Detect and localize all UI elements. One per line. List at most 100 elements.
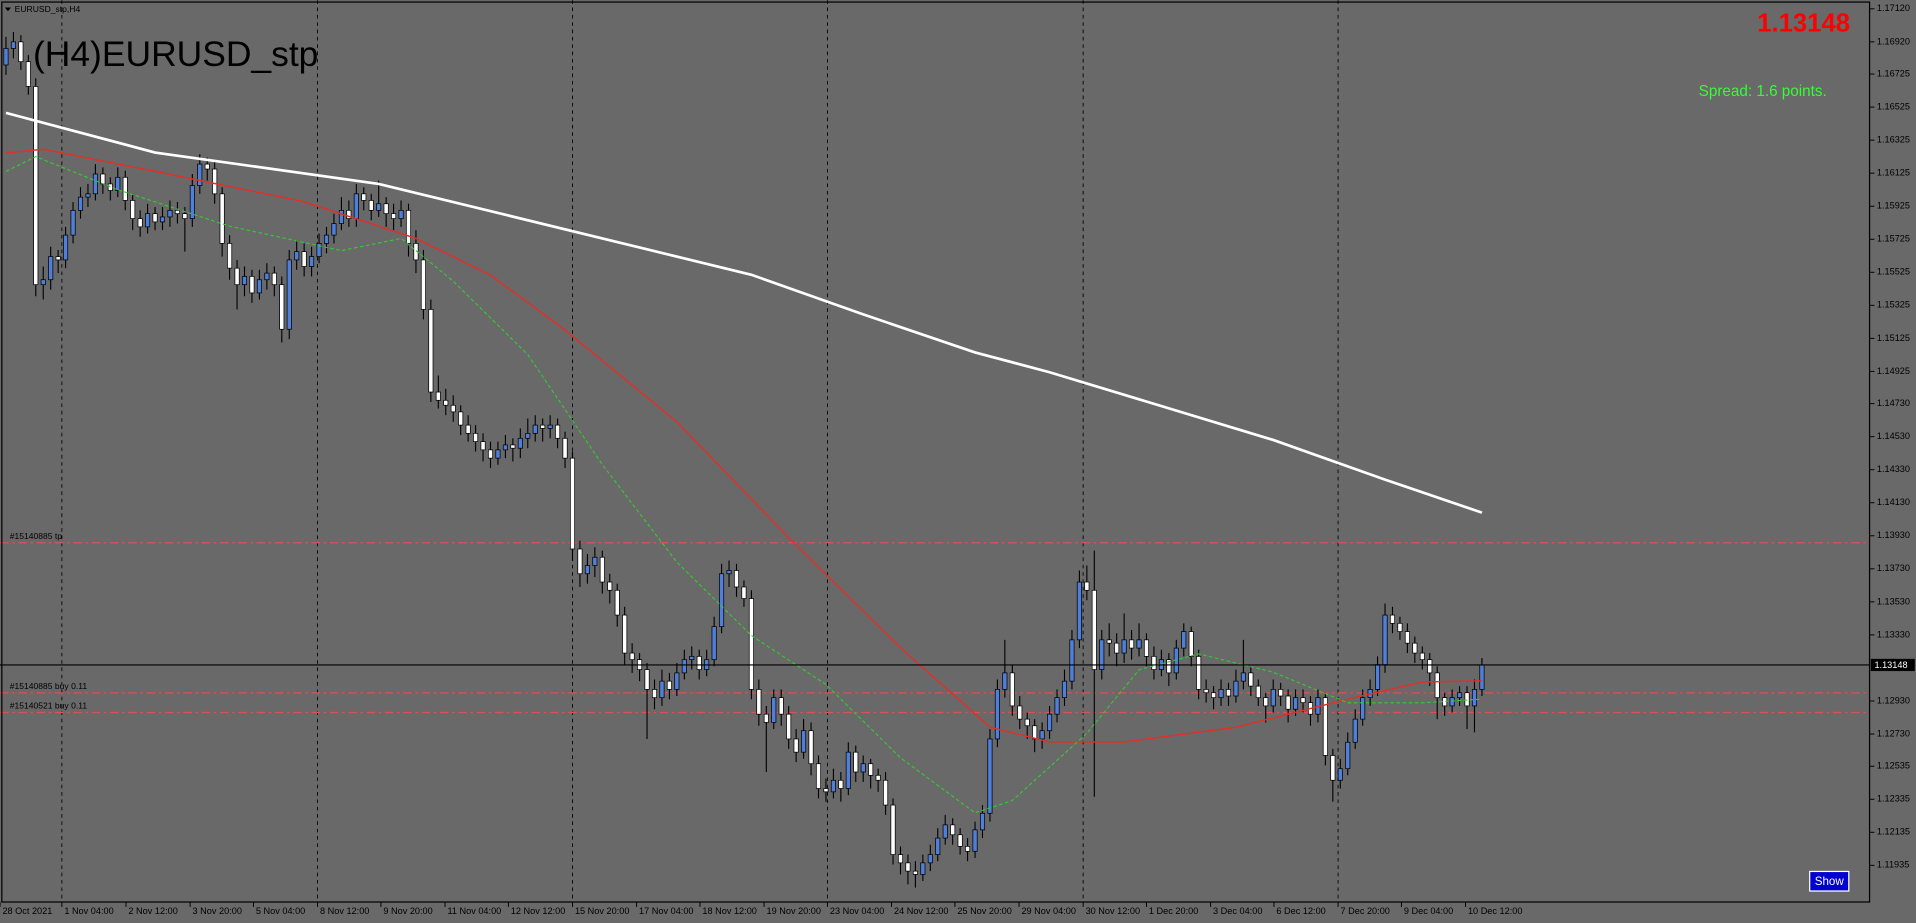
y-tick-label: 1.16725 xyxy=(1877,68,1910,78)
show-button-box[interactable] xyxy=(1809,870,1850,892)
candle-body xyxy=(316,243,322,257)
candle-body xyxy=(1099,639,1105,670)
candle-body xyxy=(301,251,307,267)
candle-body xyxy=(48,256,54,281)
candle-body xyxy=(1255,685,1261,699)
candle-body xyxy=(1278,689,1284,697)
candle-body xyxy=(860,763,866,773)
candle-body xyxy=(1181,631,1187,649)
candle-body xyxy=(741,586,747,599)
candle-body xyxy=(130,200,136,219)
candle-body xyxy=(1188,631,1194,657)
candle-body xyxy=(70,209,76,236)
y-tick-label: 1.14925 xyxy=(1877,366,1910,376)
y-tick-label: 1.12135 xyxy=(1877,827,1910,837)
x-tick-label: 1 Nov 04:00 xyxy=(64,906,113,916)
candle-body xyxy=(979,812,986,831)
candle-body xyxy=(182,213,188,219)
candle-body xyxy=(1225,689,1232,697)
x-tick-label: 23 Nov 04:00 xyxy=(830,906,884,916)
candle-body xyxy=(1479,664,1485,690)
candle-body xyxy=(592,556,598,566)
candle-body xyxy=(883,779,889,806)
show-button-label[interactable]: Show xyxy=(1815,875,1845,888)
order-label: #15140885 buy 0.11 xyxy=(10,681,88,691)
candle-body xyxy=(644,669,650,690)
candle-body xyxy=(100,173,106,185)
y-tick-label: 1.13330 xyxy=(1877,629,1910,639)
candle-body xyxy=(1427,659,1433,674)
candle-body xyxy=(1382,614,1388,665)
candle-body xyxy=(107,183,113,191)
x-tick-label: 6 Dec 12:00 xyxy=(1276,906,1325,916)
x-tick-label: 1 Dec 20:00 xyxy=(1149,906,1198,916)
y-tick-label: 1.15125 xyxy=(1877,333,1910,343)
x-tick-label: 25 Nov 20:00 xyxy=(957,906,1011,916)
candle-body xyxy=(1412,642,1418,654)
candle-body xyxy=(338,209,344,224)
candle-body xyxy=(1166,659,1172,674)
candle-body xyxy=(1285,695,1291,710)
candle-body xyxy=(1143,639,1150,657)
window-title: EURUSD_stp,H4 xyxy=(15,4,81,14)
candle-body xyxy=(55,256,61,261)
candle-body xyxy=(1457,692,1463,699)
candle-body xyxy=(1293,697,1299,710)
window-menu-icon[interactable] xyxy=(4,7,11,12)
candle-body xyxy=(1300,697,1306,703)
candle-body xyxy=(510,444,516,449)
candle-body xyxy=(204,163,210,170)
candle-body xyxy=(696,655,702,670)
candle-body xyxy=(264,272,270,281)
candle-body xyxy=(428,309,434,393)
candle-body xyxy=(405,209,412,244)
candle-body xyxy=(890,804,896,855)
candle-body xyxy=(763,713,769,723)
y-tick-label: 1.15925 xyxy=(1877,201,1910,211)
candle-body xyxy=(197,163,203,186)
candle-body xyxy=(1330,755,1336,781)
candle-body xyxy=(942,824,948,839)
candle-body xyxy=(517,437,523,449)
candle-body xyxy=(540,424,546,429)
candle-body xyxy=(1061,680,1068,699)
x-tick-label: 17 Nov 04:00 xyxy=(639,906,693,916)
candle-body xyxy=(793,738,799,753)
candle-body xyxy=(323,234,330,244)
candle-body xyxy=(1360,697,1366,720)
candle-body xyxy=(1471,689,1478,707)
spread-info: Spread: 1.6 points. xyxy=(1699,83,1827,100)
candle-body xyxy=(487,449,494,459)
candle-body xyxy=(681,659,687,674)
candle-body xyxy=(1106,639,1112,644)
y-tick-label: 1.12535 xyxy=(1877,761,1910,771)
candle-body xyxy=(420,259,426,310)
candle-body xyxy=(823,788,829,793)
y-tick-label: 1.15725 xyxy=(1877,234,1910,244)
x-tick-label: 15 Nov 20:00 xyxy=(575,906,629,916)
candle-body xyxy=(599,556,605,583)
candle-body xyxy=(189,185,195,219)
candle-body xyxy=(1337,768,1343,781)
candle-body xyxy=(435,391,441,401)
candle-body xyxy=(815,763,822,789)
y-tick-label: 1.16125 xyxy=(1877,168,1910,178)
candle-body xyxy=(1419,652,1425,661)
x-tick-label: 19 Nov 20:00 xyxy=(767,906,821,916)
candle-body xyxy=(361,193,367,201)
candle-body xyxy=(219,193,225,244)
candle-body xyxy=(152,213,158,223)
candle-body xyxy=(927,854,933,864)
candle-body xyxy=(1084,581,1090,591)
candle-body xyxy=(174,209,180,215)
candle-body xyxy=(920,862,926,875)
candle-body xyxy=(1434,672,1440,699)
moving-average-line xyxy=(5,148,1482,743)
x-tick-label: 3 Nov 20:00 xyxy=(193,906,242,916)
bid-price: 1.13148 xyxy=(1757,9,1850,37)
candle-body xyxy=(525,432,531,439)
show-button[interactable]: Show xyxy=(1809,870,1850,892)
y-tick-label: 1.16525 xyxy=(1877,102,1910,112)
